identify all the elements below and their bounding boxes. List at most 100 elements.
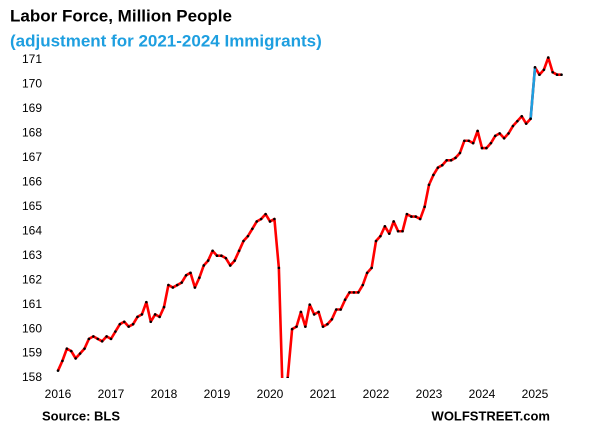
data-point <box>542 68 546 72</box>
data-point <box>445 159 448 162</box>
data-line <box>529 67 537 119</box>
data-point <box>224 256 228 260</box>
data-point <box>162 305 166 309</box>
data-point <box>520 114 524 118</box>
data-point <box>100 340 104 343</box>
y-tick-label: 168 <box>22 126 42 140</box>
data-point <box>56 369 60 372</box>
y-tick-label: 161 <box>22 297 42 311</box>
data-point <box>480 146 484 150</box>
data-point <box>264 212 267 216</box>
data-point <box>228 264 232 267</box>
data-point <box>96 337 100 341</box>
data-point <box>489 141 493 145</box>
data-point <box>533 66 537 69</box>
data-point <box>365 271 369 275</box>
data-point <box>198 276 201 280</box>
data-point <box>339 308 342 311</box>
data-point <box>295 325 298 328</box>
x-tick-label: 2016 <box>45 387 72 401</box>
x-tick-label: 2017 <box>98 387 125 401</box>
data-point <box>65 347 69 350</box>
data-point <box>202 264 206 267</box>
data-point <box>114 330 117 333</box>
data-point <box>304 325 307 328</box>
y-tick-label: 169 <box>22 101 42 115</box>
data-point <box>122 320 126 324</box>
y-tick-label: 167 <box>22 150 42 164</box>
credit: WOLFSTREET.com <box>432 408 550 423</box>
data-point <box>507 132 510 135</box>
data-point <box>379 234 382 238</box>
data-line <box>56 56 562 378</box>
y-tick-label: 162 <box>22 272 42 286</box>
data-point <box>118 322 122 326</box>
data-point <box>251 227 254 231</box>
plot-area <box>56 56 563 416</box>
data-point <box>286 376 289 378</box>
data-point <box>383 225 387 228</box>
y-tick-label: 158 <box>22 370 42 384</box>
data-point <box>105 335 108 338</box>
y-tick-label: 164 <box>22 223 42 237</box>
data-point <box>511 124 515 128</box>
chart-title: Labor Force, Million People <box>10 6 232 25</box>
data-point <box>405 212 409 216</box>
data-point <box>458 151 462 155</box>
data-point <box>524 122 528 125</box>
data-point <box>211 249 214 253</box>
x-tick-label: 2024 <box>469 387 496 401</box>
data-point <box>308 303 312 306</box>
data-point <box>516 119 519 123</box>
data-point <box>171 286 175 289</box>
data-point <box>498 132 501 135</box>
data-point <box>206 259 210 262</box>
data-point <box>387 232 391 235</box>
data-point <box>282 413 285 416</box>
data-point <box>436 166 440 169</box>
data-point <box>69 349 73 353</box>
data-point <box>74 357 77 360</box>
data-point <box>277 266 281 270</box>
data-point <box>131 322 135 326</box>
data-point <box>246 234 250 238</box>
y-tick-label: 163 <box>22 248 42 262</box>
data-point <box>343 298 347 302</box>
data-point <box>467 139 471 143</box>
data-point <box>184 273 188 277</box>
x-tick-label: 2019 <box>204 387 231 401</box>
data-point <box>418 217 422 221</box>
data-point <box>140 313 144 316</box>
data-point <box>259 217 263 221</box>
data-point <box>361 283 365 287</box>
data-point <box>352 291 356 294</box>
data-point <box>189 271 192 275</box>
data-point <box>414 215 418 218</box>
data-point <box>158 315 161 319</box>
data-point <box>357 291 360 294</box>
data-point <box>83 347 86 350</box>
data-point <box>145 300 148 304</box>
data-point <box>423 205 426 209</box>
data-point <box>180 281 183 284</box>
data-point <box>268 220 272 223</box>
data-point <box>493 134 497 138</box>
data-point <box>312 313 316 316</box>
data-point <box>149 320 153 324</box>
data-point <box>551 70 554 74</box>
data-point <box>153 313 157 316</box>
y-tick-label: 159 <box>22 346 42 360</box>
data-point <box>334 308 338 311</box>
data-point <box>427 183 431 187</box>
data-point <box>330 317 334 321</box>
data-point <box>370 266 373 270</box>
data-point <box>167 283 170 287</box>
data-point <box>485 146 488 150</box>
data-point <box>476 129 479 133</box>
y-tick-label: 170 <box>22 77 42 91</box>
data-point <box>220 254 223 257</box>
data-point <box>326 322 329 326</box>
x-tick-label: 2022 <box>363 387 390 401</box>
x-tick-label: 2018 <box>151 387 178 401</box>
x-tick-label: 2023 <box>416 387 443 401</box>
